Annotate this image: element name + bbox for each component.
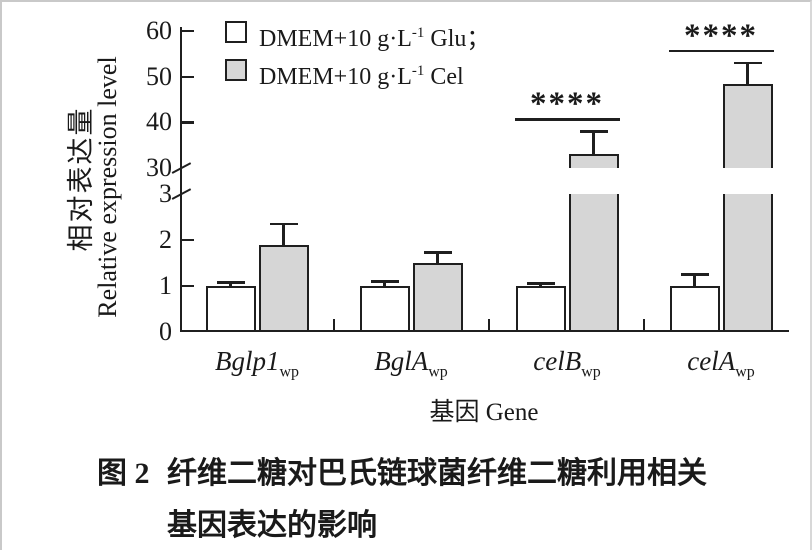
gene-label-subscript: wp [735, 363, 755, 381]
gene-label-base: celA [687, 346, 736, 376]
significance-stars-3: **** [684, 17, 758, 54]
significance-line-2 [514, 118, 620, 121]
y-tick-2 [182, 239, 194, 242]
legend-label-cel-text: DMEM+10 g·L [259, 64, 412, 90]
gene-label-base: celB [533, 346, 582, 376]
y-axis-label-english: Relative expression level [93, 56, 122, 318]
legend-label-glu-text: DMEM+10 g·L [259, 26, 412, 52]
bar-cel-1 [412, 263, 463, 332]
error-whisker-0-1 [383, 281, 386, 286]
error-cap-1-2 [579, 130, 608, 133]
error-cap-1-1 [423, 251, 452, 255]
caption-figure-number: 图 2 [97, 457, 150, 490]
error-cap-0-1 [370, 280, 399, 283]
y-tick-label-1: 1 [159, 271, 172, 300]
significance-line-3 [668, 49, 774, 53]
y-tick-1 [182, 285, 194, 288]
legend-label-glu: DMEM+10 g·L-1 Glu； [259, 20, 490, 52]
legend-label-glu-post: Glu； [424, 26, 491, 52]
error-whisker-0-0 [229, 282, 232, 286]
caption-text: 纤维二糖对巴氏链球菌纤维二糖利用相关 基因表达的影响 [167, 448, 767, 550]
bar-cel-2-lower [568, 194, 619, 332]
legend-label-glu-sup: -1 [411, 25, 425, 41]
significance-stars-2: **** [530, 86, 604, 123]
gene-label-BglA: BglAwp [336, 346, 486, 387]
gene-label-subscript: wp [279, 363, 300, 381]
error-cap-0-0 [216, 281, 245, 285]
y-tick-label-2: 2 [159, 225, 172, 254]
x-axis-label: 基因 Gene [429, 399, 539, 426]
y-tick-label-0: 0 [159, 317, 172, 346]
legend-swatch-cel [225, 59, 247, 81]
error-whisker-0-3 [693, 274, 696, 286]
caption-line2: 基因表达的影响 [167, 509, 377, 542]
bar-glu-1 [359, 286, 410, 332]
error-cap-1-0 [269, 222, 298, 226]
bar-cel-0 [258, 244, 309, 332]
bar-cel-3-lower [722, 194, 773, 332]
gene-label-celA: celAwp [646, 346, 796, 387]
error-cap-0-3 [680, 273, 709, 276]
legend-label-cel-post: Cel [424, 64, 464, 90]
x-tick-0 [333, 319, 336, 331]
y-tick-label-60: 60 [146, 15, 172, 45]
gene-label-base: BglA [374, 346, 429, 376]
error-whisker-1-1 [436, 252, 439, 263]
x-axis-line [180, 330, 789, 333]
error-whisker-1-2 [592, 131, 595, 155]
error-cap-0-2 [526, 282, 555, 286]
y-tick-40 [182, 121, 194, 124]
error-cap-1-3 [733, 61, 762, 65]
error-whisker-1-0 [282, 223, 285, 245]
bar-glu-3 [669, 286, 720, 332]
bar-cel-3-upper [722, 83, 773, 168]
gene-label-celB: celBwp [492, 346, 642, 387]
bar-cel-2-upper [568, 154, 619, 168]
gene-label-subscript: wp [428, 363, 448, 381]
y-tick-label-30: 30 [146, 153, 172, 182]
x-tick-1 [488, 319, 491, 331]
y-tick-label-40: 40 [146, 107, 172, 137]
gene-label-Bglp1: Bglp1wp [182, 346, 332, 387]
y-tick-label-50: 50 [146, 61, 172, 91]
gene-label-subscript: wp [581, 363, 601, 381]
legend-swatch-glu [225, 21, 247, 43]
caption-line1: 纤维二糖对巴氏链球菌纤维二糖利用相关 [167, 457, 707, 490]
legend-label-cel: DMEM+10 g·L-1 Cel [259, 58, 464, 90]
bar-glu-0 [205, 286, 256, 332]
y-axis-label-chinese: 相对表达量 [66, 106, 96, 252]
legend-label-cel-sup: -1 [411, 63, 425, 79]
y-tick-label-3: 3 [159, 179, 172, 208]
gene-label-base: Bglp1 [214, 346, 280, 376]
y-axis-line [180, 27, 183, 332]
bar-glu-2 [515, 286, 566, 332]
error-whisker-1-3 [746, 62, 749, 84]
y-tick-60 [182, 29, 194, 33]
x-tick-2 [643, 319, 646, 331]
y-tick-50 [182, 75, 194, 78]
